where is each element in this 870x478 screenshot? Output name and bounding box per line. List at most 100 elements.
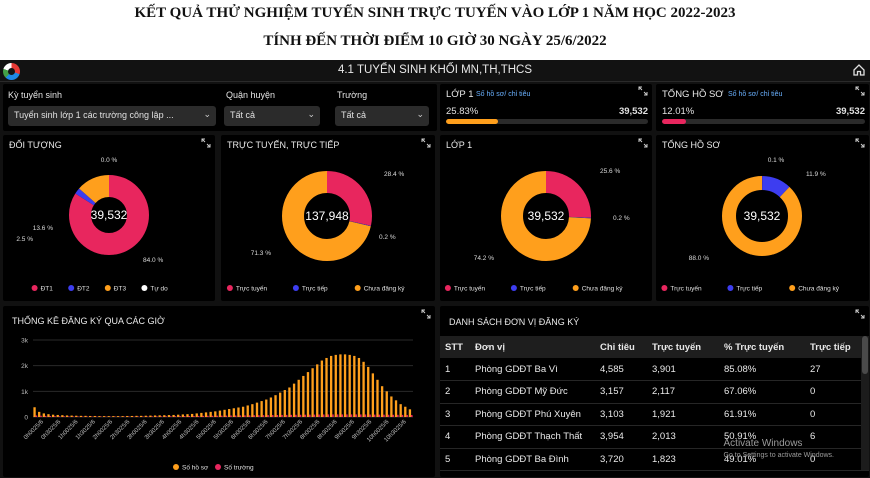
bar-so-ho-so[interactable] xyxy=(135,415,138,417)
bar-so-ho-so[interactable] xyxy=(292,383,296,417)
bar-so-ho-so[interactable] xyxy=(214,411,217,417)
legend-label[interactable]: Trực tuyến xyxy=(236,284,268,293)
legend-label[interactable]: ĐT3 xyxy=(114,286,127,293)
bar-so-truong[interactable] xyxy=(142,416,144,417)
bar-so-ho-so[interactable] xyxy=(329,355,333,417)
bar-so-truong[interactable] xyxy=(174,416,177,417)
bar-so-truong[interactable] xyxy=(257,415,260,417)
bar-so-ho-so[interactable] xyxy=(353,355,356,417)
bar-so-ho-so[interactable] xyxy=(75,415,78,417)
legend-label[interactable]: Trực tiếp xyxy=(520,284,546,293)
bar-so-truong[interactable] xyxy=(313,414,316,417)
legend-label[interactable]: Chưa đăng ký xyxy=(798,286,840,293)
expand-icon[interactable] xyxy=(201,138,211,148)
bar-so-truong[interactable] xyxy=(271,415,274,417)
bar-so-ho-so[interactable] xyxy=(390,396,393,417)
bar-so-ho-so[interactable] xyxy=(93,415,96,417)
bar-so-truong[interactable] xyxy=(318,414,320,417)
bar-so-ho-so[interactable] xyxy=(70,415,73,417)
bar-so-ho-so[interactable] xyxy=(65,415,69,417)
bar-so-ho-so[interactable] xyxy=(223,409,226,417)
legend-label[interactable]: ĐT1 xyxy=(41,286,54,293)
bar-so-truong[interactable] xyxy=(220,415,223,417)
bar-so-truong[interactable] xyxy=(179,416,181,417)
bar-so-ho-so[interactable] xyxy=(279,392,282,417)
bar-so-ho-so[interactable] xyxy=(408,409,412,417)
bar-so-ho-so[interactable] xyxy=(38,411,41,417)
bar-so-ho-so[interactable] xyxy=(47,414,50,417)
bar-so-ho-so[interactable] xyxy=(367,366,370,417)
bar-so-ho-so[interactable] xyxy=(339,354,342,417)
bar-so-ho-so[interactable] xyxy=(112,416,115,417)
expand-icon[interactable] xyxy=(638,86,648,96)
legend-label[interactable]: Chưa đăng ký xyxy=(364,286,406,293)
bar-so-truong[interactable] xyxy=(216,415,218,417)
bar-so-truong[interactable] xyxy=(188,415,191,417)
bar-so-truong[interactable] xyxy=(160,416,163,417)
bar-so-ho-so[interactable] xyxy=(265,399,268,417)
bar-so-ho-so[interactable] xyxy=(186,414,189,417)
bar-so-ho-so[interactable] xyxy=(153,415,157,417)
bar-so-truong[interactable] xyxy=(308,414,311,417)
bar-so-truong[interactable] xyxy=(355,414,357,417)
bar-so-ho-so[interactable] xyxy=(380,386,384,417)
bar-so-truong[interactable] xyxy=(77,416,79,417)
bar-so-ho-so[interactable] xyxy=(116,416,120,417)
bar-so-ho-so[interactable] xyxy=(158,415,161,417)
legend-label[interactable]: Trực tiếp xyxy=(302,284,328,293)
expand-icon[interactable] xyxy=(421,309,431,319)
bar-so-ho-so[interactable] xyxy=(241,406,245,417)
truong-select[interactable]: Tất cả ⌄ xyxy=(335,106,429,126)
bar-so-truong[interactable] xyxy=(332,414,334,417)
bar-so-ho-so[interactable] xyxy=(297,379,300,417)
bar-so-ho-so[interactable] xyxy=(228,409,231,417)
bar-so-truong[interactable] xyxy=(267,415,269,417)
donut-slice-chưa-đăng-ký[interactable] xyxy=(282,171,372,261)
bar-so-truong[interactable] xyxy=(373,414,376,417)
app-logo[interactable] xyxy=(3,63,20,80)
bar-so-truong[interactable] xyxy=(151,416,154,417)
expand-icon[interactable] xyxy=(421,138,431,148)
bar-so-truong[interactable] xyxy=(49,415,52,417)
legend-label[interactable]: Số trường xyxy=(224,463,254,472)
bar-so-truong[interactable] xyxy=(410,414,413,417)
bar-so-truong[interactable] xyxy=(58,416,61,417)
bar-so-ho-so[interactable] xyxy=(209,411,212,417)
legend-label[interactable]: Tự do xyxy=(150,286,168,293)
bar-so-ho-so[interactable] xyxy=(218,410,222,417)
legend-label[interactable]: Trực tiếp xyxy=(736,284,762,293)
bar-so-ho-so[interactable] xyxy=(362,361,365,417)
bar-so-truong[interactable] xyxy=(359,414,362,417)
bar-so-truong[interactable] xyxy=(193,415,195,417)
bar-so-truong[interactable] xyxy=(364,414,367,417)
bar-so-ho-so[interactable] xyxy=(394,400,398,417)
bar-so-truong[interactable] xyxy=(35,415,38,417)
bar-so-truong[interactable] xyxy=(248,415,251,417)
bar-so-ho-so[interactable] xyxy=(190,413,194,417)
table-scrollbar[interactable] xyxy=(861,336,869,470)
bar-so-truong[interactable] xyxy=(234,415,237,417)
bar-so-truong[interactable] xyxy=(169,416,172,417)
bar-so-truong[interactable] xyxy=(81,416,84,417)
bar-so-truong[interactable] xyxy=(244,415,246,417)
bar-so-ho-so[interactable] xyxy=(200,412,203,417)
donut-slice-chưa-đăng-ký[interactable] xyxy=(722,176,802,256)
bar-so-ho-so[interactable] xyxy=(172,414,175,417)
bar-so-ho-so[interactable] xyxy=(283,390,286,417)
bar-so-ho-so[interactable] xyxy=(302,375,305,417)
bar-so-ho-so[interactable] xyxy=(274,395,277,417)
bar-so-ho-so[interactable] xyxy=(251,404,254,417)
home-icon[interactable] xyxy=(852,63,866,77)
expand-icon[interactable] xyxy=(855,309,865,319)
bar-so-ho-so[interactable] xyxy=(348,354,351,417)
bar-so-ho-so[interactable] xyxy=(98,416,101,417)
bar-so-truong[interactable] xyxy=(285,414,288,417)
scrollbar-thumb[interactable] xyxy=(862,336,868,374)
bar-so-truong[interactable] xyxy=(165,416,167,417)
expand-icon[interactable] xyxy=(855,138,865,148)
bar-so-ho-so[interactable] xyxy=(237,407,240,417)
bar-so-truong[interactable] xyxy=(156,416,158,417)
col-don-vi[interactable]: Đơn vị xyxy=(470,336,595,358)
table-row[interactable]: 4 Phòng GDĐT Thạch Thất 3,954 2,013 50.91% 6 xyxy=(440,425,869,449)
col-truc-tuyen[interactable]: Trực tuyến xyxy=(647,336,719,358)
